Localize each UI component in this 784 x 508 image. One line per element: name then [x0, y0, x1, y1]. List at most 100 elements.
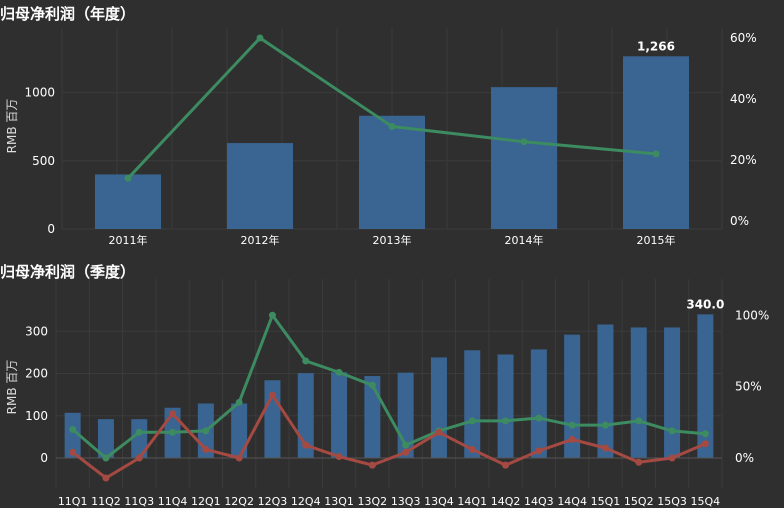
bar: [131, 419, 148, 458]
bar: [597, 324, 614, 458]
y-tick-label: 200: [25, 367, 48, 381]
x-tick-label: 15Q4: [691, 495, 721, 508]
y-tick-label: 0: [40, 451, 48, 465]
line-point: [69, 448, 77, 456]
x-tick-label: 15Q1: [591, 495, 621, 508]
line-point: [635, 417, 643, 425]
line-point: [302, 357, 310, 365]
bar: [95, 174, 161, 229]
line-point: [601, 421, 609, 429]
line-point: [235, 454, 243, 462]
line-point: [124, 174, 132, 182]
line-point: [652, 150, 660, 158]
x-tick-label: 13Q3: [391, 495, 421, 508]
line-point: [368, 461, 376, 469]
bar: [530, 349, 547, 458]
bar: [623, 56, 689, 229]
bar: [664, 327, 681, 458]
bar: [697, 314, 714, 458]
line-point: [601, 444, 609, 452]
bar: [97, 419, 114, 458]
x-tick-label: 13Q2: [358, 495, 388, 508]
line-point: [502, 417, 510, 425]
y2-tick-label: 0%: [730, 214, 749, 228]
y2-tick-label: 60%: [730, 31, 757, 45]
y-tick-label: 0: [47, 222, 55, 236]
x-tick-label: 2015年: [637, 233, 676, 247]
x-tick-label: 15Q2: [624, 495, 654, 508]
x-tick-label: 14Q3: [524, 495, 554, 508]
bar: [564, 334, 581, 458]
y2-tick-label: 40%: [730, 92, 757, 106]
line-point: [668, 454, 676, 462]
line-point: [235, 398, 243, 406]
line-point: [202, 445, 210, 453]
line-point: [568, 421, 576, 429]
line-point: [535, 414, 543, 422]
x-tick-label: 13Q1: [324, 495, 354, 508]
line-point: [388, 122, 396, 130]
series-line: [71, 313, 706, 460]
bar: [464, 350, 481, 458]
line-point: [468, 417, 476, 425]
series-line: [71, 393, 706, 480]
y2-tick-label: 0%: [735, 451, 754, 465]
y-axis-label: RMB 百万: [5, 99, 19, 154]
bar: [227, 143, 293, 229]
x-tick-label: 15Q3: [657, 495, 687, 508]
bar: [491, 87, 557, 229]
line-point: [202, 427, 210, 435]
line-point: [701, 440, 709, 448]
bar: [630, 327, 647, 458]
bar: [359, 115, 425, 229]
x-tick-label: 12Q1: [191, 495, 221, 508]
y2-tick-label: 50%: [735, 380, 762, 394]
bar: [64, 412, 81, 458]
x-tick-label: 12Q4: [291, 495, 321, 508]
x-tick-label: 11Q2: [91, 495, 121, 508]
line-point: [335, 453, 343, 461]
y-tick-label: 1000: [24, 86, 55, 100]
line-point: [102, 454, 110, 462]
bar: [497, 354, 514, 458]
y-tick-label: 300: [25, 324, 48, 338]
y-axis-label: RMB 百万: [5, 360, 19, 415]
line-point: [256, 34, 264, 42]
line-point: [468, 445, 476, 453]
line-point: [535, 447, 543, 455]
y-tick-label: 100: [25, 409, 48, 423]
x-tick-label: 11Q3: [124, 495, 154, 508]
line-point: [435, 428, 443, 436]
line-point: [520, 138, 528, 146]
bar: [430, 357, 447, 458]
line-point: [502, 461, 510, 469]
x-tick-label: 11Q1: [58, 495, 88, 508]
x-tick-label: 2011年: [109, 233, 148, 247]
line-point: [268, 311, 276, 319]
x-tick-label: 14Q4: [557, 495, 587, 508]
x-tick-label: 14Q1: [457, 495, 487, 508]
line-point: [102, 474, 110, 482]
x-tick-label: 14Q2: [491, 495, 521, 508]
x-tick-label: 11Q4: [158, 495, 188, 508]
x-tick-label: 12Q3: [258, 495, 288, 508]
bar: [364, 376, 381, 458]
line-point: [568, 435, 576, 443]
line-point: [169, 410, 177, 418]
line-point: [135, 454, 143, 462]
x-tick-label: 2014年: [505, 233, 544, 247]
line-point: [668, 427, 676, 435]
y-tick-label: 500: [32, 154, 55, 168]
line-point: [402, 441, 410, 449]
line-point: [335, 368, 343, 376]
y2-tick-label: 20%: [730, 153, 757, 167]
line-point: [402, 448, 410, 456]
chart-title-annual: 归母净利润（年度）: [0, 5, 136, 23]
line-point: [268, 391, 276, 399]
bar: [231, 403, 248, 458]
data-label: 1,266: [637, 39, 675, 53]
line-point: [302, 441, 310, 449]
chart-title-quarterly: 归母净利润（季度）: [0, 263, 136, 281]
x-tick-label: 13Q4: [424, 495, 454, 508]
